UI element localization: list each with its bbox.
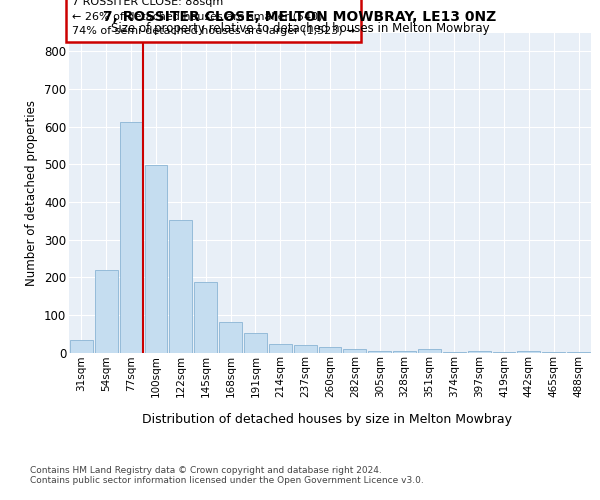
Bar [70, 340, 93, 352]
Bar [319, 347, 341, 352]
Text: 7, ROSSITER CLOSE, MELTON MOWBRAY, LE13 0NZ: 7, ROSSITER CLOSE, MELTON MOWBRAY, LE13 … [103, 10, 497, 24]
Bar [244, 333, 267, 352]
Text: Contains HM Land Registry data © Crown copyright and database right 2024.: Contains HM Land Registry data © Crown c… [30, 466, 382, 475]
Bar [219, 322, 242, 352]
Bar [294, 345, 317, 352]
Bar [120, 122, 143, 352]
Y-axis label: Number of detached properties: Number of detached properties [25, 100, 38, 286]
Bar [517, 350, 540, 352]
Text: Size of property relative to detached houses in Melton Mowbray: Size of property relative to detached ho… [110, 22, 490, 35]
Text: Distribution of detached houses by size in Melton Mowbray: Distribution of detached houses by size … [142, 412, 512, 426]
Bar [368, 350, 391, 352]
Bar [343, 349, 366, 352]
Bar [95, 270, 118, 352]
Bar [145, 166, 167, 352]
Bar [169, 220, 192, 352]
Bar [393, 350, 416, 352]
Bar [194, 282, 217, 352]
Text: 7 ROSSITER CLOSE: 88sqm
← 26% of detached houses are smaller (540)
74% of semi-d: 7 ROSSITER CLOSE: 88sqm ← 26% of detache… [72, 0, 355, 36]
Bar [269, 344, 292, 352]
Text: Contains public sector information licensed under the Open Government Licence v3: Contains public sector information licen… [30, 476, 424, 485]
Bar [418, 350, 441, 352]
